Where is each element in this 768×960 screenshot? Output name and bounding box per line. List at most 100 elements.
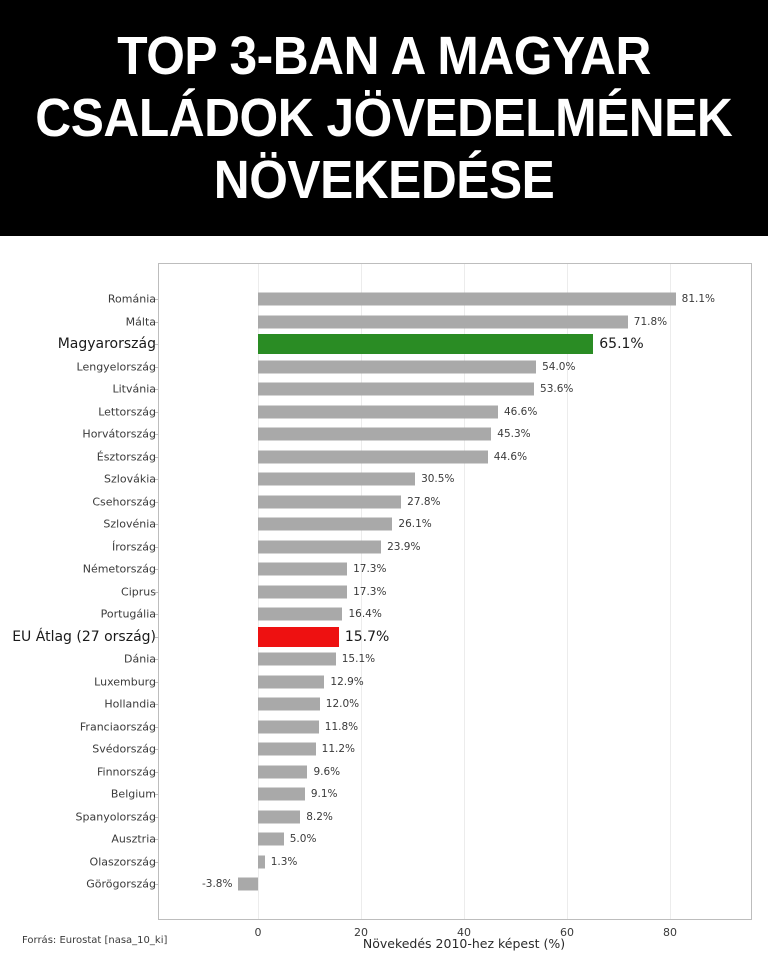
value-label: 53.6%: [540, 383, 574, 395]
y-tick: [155, 389, 158, 390]
value-label: 8.2%: [306, 810, 333, 823]
category-label: Hollandia: [104, 697, 156, 711]
bar: [238, 877, 258, 891]
x-tick-label: 40: [457, 926, 471, 939]
bar: [258, 675, 325, 688]
value-label: 46.6%: [503, 405, 538, 418]
bar: [258, 292, 676, 306]
bar: [258, 585, 348, 598]
x-axis-label: Növekedés 2010-hez képest (%): [362, 936, 566, 951]
category-label: Málta: [125, 315, 156, 328]
bar: [258, 382, 535, 396]
value-label: 65.1%: [599, 336, 644, 352]
gridline: [567, 264, 568, 919]
value-label: 44.6%: [493, 450, 528, 463]
y-tick: [155, 681, 158, 683]
y-tick: [155, 479, 158, 480]
y-tick: [155, 749, 158, 750]
title-line-3: NÖVEKEDÉSE: [213, 150, 555, 210]
category-label: Ciprus: [121, 585, 156, 598]
category-label: Belgium: [110, 787, 156, 801]
y-tick: [155, 636, 158, 638]
value-label: 9.1%: [310, 788, 338, 800]
y-tick: [155, 569, 158, 570]
bar: [258, 697, 320, 711]
y-tick: [155, 659, 158, 660]
value-label: 71.8%: [633, 315, 668, 328]
plot-frame: [158, 263, 752, 920]
value-label: 30.5%: [421, 473, 455, 485]
category-label: Szlovákia: [104, 472, 156, 486]
y-tick: [155, 299, 158, 300]
y-tick: [155, 411, 158, 413]
category-label: Litvánia: [112, 382, 156, 396]
bar: [258, 652, 336, 666]
category-label: Dánia: [124, 652, 156, 666]
y-tick: [155, 839, 158, 840]
y-tick: [155, 321, 158, 323]
y-tick: [155, 501, 158, 503]
y-tick: [155, 794, 158, 795]
gridline: [464, 264, 465, 919]
bar: [258, 427, 492, 441]
value-label: 5.0%: [289, 833, 317, 845]
bar: [258, 855, 265, 868]
value-label: 12.9%: [330, 675, 364, 688]
y-tick: [155, 546, 158, 548]
category-label: Lettország: [98, 405, 156, 418]
y-tick: [155, 884, 158, 885]
x-tick-label: 60: [560, 926, 574, 939]
category-label: Lengyelország: [76, 360, 156, 373]
bar: [258, 450, 488, 463]
value-label: 17.3%: [353, 585, 387, 598]
category-label: Ausztria: [111, 832, 156, 846]
bar: [258, 607, 343, 621]
category-label: Németország: [82, 562, 156, 576]
y-tick: [155, 524, 158, 525]
value-label: 9.6%: [313, 765, 341, 778]
bar: [258, 810, 301, 823]
bar: [258, 495, 402, 508]
y-tick: [155, 704, 158, 705]
bar: [258, 720, 319, 733]
category-label: Spanyolország: [75, 810, 156, 823]
bar: [258, 472, 416, 486]
value-label: 15.7%: [344, 628, 390, 645]
bar: [258, 405, 498, 418]
bar: [258, 517, 393, 531]
bar: [258, 787, 305, 801]
y-tick: [155, 591, 158, 593]
category-label: Csehország: [92, 495, 156, 508]
category-label: Románia: [107, 292, 156, 306]
category-label: Portugália: [100, 607, 156, 621]
category-label: Finnország: [96, 765, 156, 778]
y-tick: [155, 771, 158, 773]
bar: [258, 765, 308, 778]
gridline: [670, 264, 671, 919]
x-tick-label: 20: [354, 926, 368, 939]
title-line-2: CSALÁDOK JÖVEDELMÉNEK: [35, 88, 733, 148]
value-label: 81.1%: [681, 293, 716, 305]
value-label: 1.3%: [270, 855, 298, 868]
category-label: EU Átlag (27 ország): [12, 628, 156, 645]
value-label: 54.0%: [542, 360, 576, 373]
y-tick: [155, 816, 158, 818]
value-label: -3.8%: [201, 878, 233, 890]
y-tick: [155, 366, 158, 368]
category-label: Szlovénia: [103, 517, 156, 531]
category-label: Luxemburg: [94, 675, 156, 688]
value-label: 45.3%: [497, 428, 531, 440]
category-label: Olaszország: [89, 855, 156, 868]
value-label: 11.8%: [324, 720, 359, 733]
bar: [258, 334, 594, 354]
value-label: 15.1%: [341, 653, 376, 665]
y-tick: [155, 861, 158, 863]
y-tick: [155, 726, 158, 728]
bar: [258, 742, 316, 756]
value-label: 26.1%: [398, 518, 432, 530]
value-label: 11.2%: [321, 743, 356, 755]
value-label: 17.3%: [353, 563, 387, 575]
value-label: 27.8%: [407, 495, 441, 508]
category-label: Svédország: [92, 742, 156, 756]
category-label: Észtország: [96, 450, 156, 463]
